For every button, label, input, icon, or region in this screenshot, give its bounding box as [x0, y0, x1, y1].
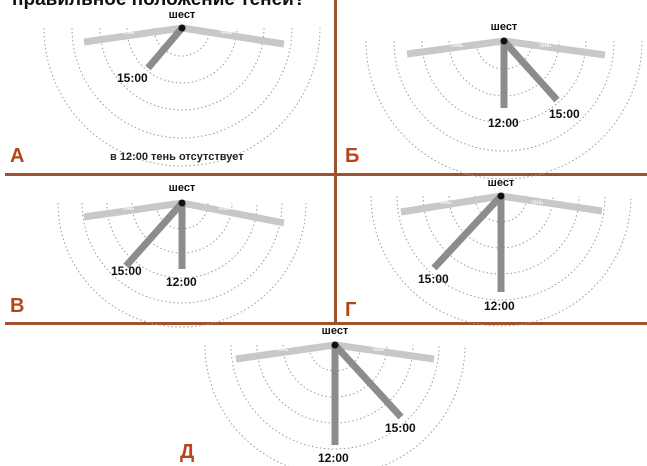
- shadow-label-right: тень: [539, 43, 551, 49]
- distance-arc: [448, 40, 560, 97]
- time-label-1200: 12:00: [484, 299, 515, 313]
- shadow-1500: [123, 200, 185, 269]
- distance-arc: [153, 27, 211, 57]
- shadow-label-right: тень: [531, 200, 543, 206]
- time-label-1500: 15:00: [549, 107, 580, 121]
- time-label-1200: 12:00: [318, 451, 349, 465]
- distance-arc: [422, 195, 580, 275]
- shadow-label-right: тень: [218, 206, 230, 212]
- distance-arc: [99, 27, 265, 111]
- distance-arc: [365, 40, 643, 180]
- shadow-1500: [501, 38, 560, 103]
- distance-arc: [475, 40, 533, 70]
- shadow-1500: [332, 342, 404, 420]
- pole-dot: [178, 24, 186, 32]
- panel-a: тень тень шест 15:00 А в 12:00 тень отсу…: [0, 0, 334, 173]
- panel-d: тень тень шест 12:00 15:00 Д: [0, 325, 647, 466]
- distance-arc: [370, 195, 632, 327]
- time-label-1200: 12:00: [488, 116, 519, 130]
- horizon-bar-left: [400, 192, 502, 216]
- distance-arc: [71, 27, 293, 139]
- panel-b: тень тень шест 12:00 15:00 Б: [337, 0, 647, 180]
- distance-arc: [106, 202, 258, 279]
- distance-arc: [396, 195, 606, 301]
- time-label-1200: 12:00: [166, 275, 197, 289]
- horizon-bar-right: [334, 341, 435, 363]
- time-label-1500: 15:00: [111, 264, 142, 278]
- shadow-label-right: тень: [220, 30, 232, 36]
- horizontal-divider-bottom: [5, 322, 647, 325]
- distance-arcs: [365, 40, 643, 180]
- pole-label: шест: [322, 325, 349, 337]
- panel-letter-d: Д: [180, 441, 195, 463]
- shadow-label-left: тень: [276, 347, 288, 353]
- shadow-label-left: тень: [439, 200, 451, 206]
- distance-arc: [256, 344, 414, 424]
- horizon-bar-left: [406, 37, 505, 58]
- horizon-bar-left: [83, 24, 183, 46]
- horizon-bar-left: [235, 341, 336, 363]
- shadow-1500: [431, 193, 504, 271]
- panel-v: тень тень шест 12:00 15:00 В: [0, 176, 334, 328]
- sundial-diagram-d: тень тень шест 12:00 15:00: [204, 325, 466, 466]
- horizon-bar-left: [83, 199, 183, 221]
- pole-dot: [331, 341, 339, 349]
- distance-arc: [230, 344, 440, 450]
- time-label-1500: 15:00: [418, 272, 449, 286]
- sundial-diagram-a: тень тень шест 15:00: [43, 9, 321, 167]
- panel-a-note: в 12:00 тень отсутствует: [110, 151, 244, 163]
- horizontal-divider-top: [5, 173, 647, 176]
- horizon-bar-right: [503, 37, 606, 59]
- horizon-bar-right: [181, 199, 285, 227]
- horizon-bar-right: [181, 24, 285, 48]
- shadow-label-left: тень: [122, 30, 134, 36]
- distance-arc: [126, 27, 238, 84]
- sundial-diagram-b: тень тень шест 12:00 15:00: [365, 21, 643, 180]
- shadow-1500: [145, 25, 185, 71]
- vertical-divider: [334, 0, 337, 322]
- distance-arcs: [43, 27, 321, 167]
- distance-arc: [43, 27, 321, 167]
- pole-dot: [178, 199, 186, 207]
- pole-label: шест: [169, 182, 196, 194]
- panel-letter-b: Б: [345, 145, 360, 167]
- pole-label: шест: [491, 21, 518, 33]
- horizon-bar-right: [500, 192, 603, 215]
- pole-dot: [500, 37, 508, 45]
- sundial-diagram-g: тень тень шест 12:00 15:00: [370, 177, 632, 327]
- shadow-label-right: тень: [372, 347, 384, 353]
- pole-dot: [497, 192, 505, 200]
- time-label-1500: 15:00: [385, 421, 416, 435]
- distance-arc: [393, 40, 615, 152]
- distance-arc: [81, 202, 283, 304]
- question-title: правильное положение теней?: [12, 0, 305, 11]
- time-label-1500: 15:00: [117, 71, 148, 85]
- shadow-label-left: тень: [451, 43, 463, 49]
- panel-letter-a: А: [10, 145, 25, 167]
- sundial-diagram-v: тень тень шест 12:00 15:00: [57, 182, 307, 328]
- pole-label: шест: [169, 9, 196, 21]
- distance-arc: [421, 40, 587, 124]
- shadow-label-left: тень: [122, 206, 134, 212]
- panel-letter-v: В: [10, 295, 25, 317]
- panel-g: тень тень шест 12:00 15:00 Г: [337, 176, 647, 327]
- pole-label: шест: [488, 177, 515, 189]
- panel-letter-g: Г: [345, 299, 357, 321]
